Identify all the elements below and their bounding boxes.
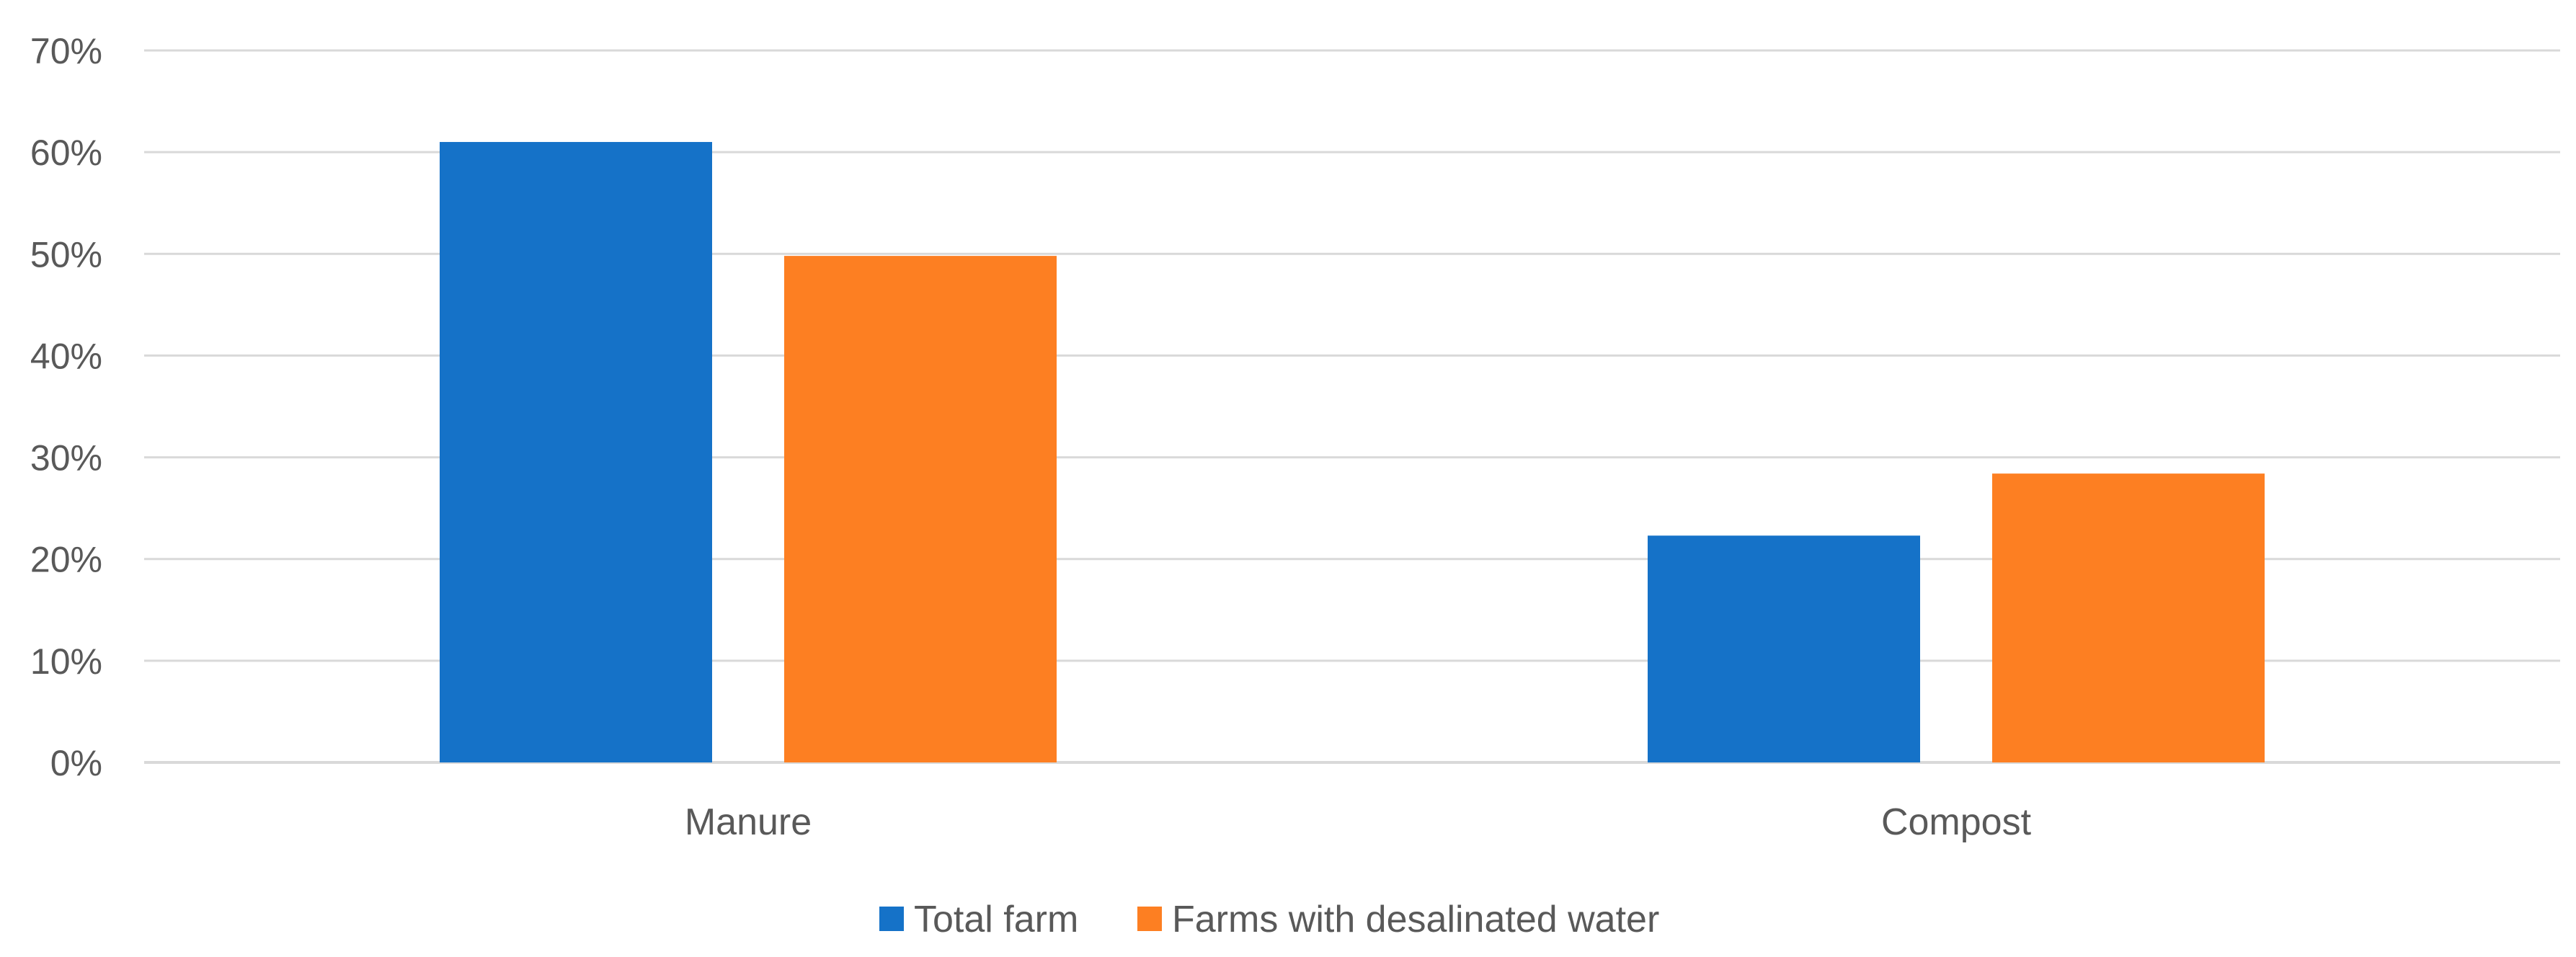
bar-total-farm-manure — [440, 142, 712, 762]
y-tick-label: 40% — [30, 336, 102, 376]
bar-farms-with-desalinated-water-compost — [1992, 473, 2265, 762]
y-tick-label: 0% — [50, 743, 102, 783]
y-tick-label: 50% — [30, 234, 102, 275]
y-tick-label: 10% — [30, 641, 102, 682]
y-tick-label: 20% — [30, 540, 102, 580]
legend-item: Total farm — [879, 899, 1078, 940]
bar-total-farm-compost — [1648, 535, 1920, 762]
y-tick-label: 60% — [30, 133, 102, 173]
legend-swatch — [1137, 907, 1162, 931]
y-tick-label: 30% — [30, 438, 102, 478]
x-category-label: Manure — [685, 801, 812, 843]
bar-farms-with-desalinated-water-manure — [784, 256, 1057, 762]
legend-label: Total farm — [914, 899, 1078, 940]
bars — [440, 142, 2265, 762]
x-axis-category-labels: Manure Compost — [685, 801, 2032, 843]
y-axis-tick-labels: 0% 10% 20% 30% 40% 50% 60% 70% — [30, 31, 102, 783]
legend-label: Farms with desalinated water — [1172, 899, 1659, 940]
legend: Total farm Farms with desalinated water — [879, 899, 1659, 940]
y-tick-label: 70% — [30, 31, 102, 71]
legend-swatch — [879, 907, 904, 931]
legend-item: Farms with desalinated water — [1137, 899, 1659, 940]
x-category-label: Compost — [1881, 801, 2032, 843]
